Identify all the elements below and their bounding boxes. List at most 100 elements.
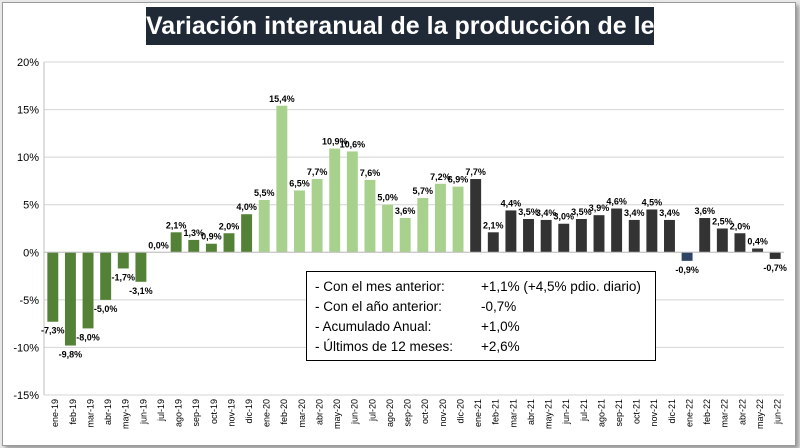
bar (329, 148, 341, 253)
x-tick-label: jun-19 (138, 399, 148, 425)
stats-value: -0,7% (481, 299, 517, 314)
bar (664, 219, 675, 253)
data-label: 2,1% (166, 220, 187, 230)
stats-label: - Últimos de 12 meses: (315, 339, 454, 354)
bar (100, 252, 112, 300)
data-label: 15,4% (269, 94, 295, 104)
data-label: 3,9% (589, 203, 610, 213)
data-label: 7,7% (465, 167, 486, 177)
bar (205, 243, 217, 253)
x-tick-label: abr-20 (314, 399, 324, 425)
x-tick-label: jul-19 (156, 399, 166, 422)
x-tick-label: abr-21 (526, 399, 536, 425)
bar (523, 218, 534, 253)
data-label: -8,0% (76, 332, 100, 342)
data-label: 2,1% (483, 220, 504, 230)
y-tick-label: 10% (17, 152, 39, 164)
bar (540, 219, 552, 253)
x-tick-label: abr-19 (103, 399, 113, 425)
x-tick-label: ene-22 (684, 399, 694, 427)
y-tick-label: 15% (17, 105, 39, 117)
x-tick-label: jul-21 (579, 399, 589, 422)
y-tick-label: -15% (13, 390, 39, 402)
x-tick-label: feb-20 (279, 399, 289, 425)
stats-value: +2,6% (481, 339, 520, 354)
x-tick-label: jul-20 (367, 399, 377, 422)
stats-value: +1,0% (481, 319, 520, 334)
data-label: 5,7% (413, 186, 434, 196)
x-tick-label: sep-19 (191, 399, 201, 427)
data-label: 4,4% (501, 198, 522, 208)
bar (769, 252, 781, 259)
data-label: 6,5% (289, 178, 310, 188)
x-tick-label: dic-19 (244, 399, 254, 424)
x-tick-label: may-19 (121, 399, 131, 429)
y-tick-label: 20% (17, 57, 39, 69)
x-tick-label: ago-20 (385, 399, 395, 427)
bar (135, 252, 147, 282)
x-tick-label: may-21 (544, 399, 554, 429)
y-tick-label: 0% (23, 247, 39, 259)
bar (170, 232, 182, 253)
x-tick-label: jun-21 (561, 399, 571, 425)
bar (505, 210, 517, 253)
stats-box: - Con el mes anterior: +1,1% (+4,5% pdio… (306, 271, 656, 361)
x-tick-label: jun-20 (350, 399, 360, 425)
x-tick-label: abr-22 (737, 399, 747, 425)
x-tick-label: mar-21 (508, 399, 518, 428)
data-label: -1,7% (112, 272, 136, 282)
bar (611, 208, 623, 253)
x-tick-label: feb-19 (68, 399, 78, 425)
stats-label: - Acumulado Anual: (315, 319, 432, 334)
bar (258, 199, 270, 253)
data-label: 7,7% (307, 167, 328, 177)
data-label: 3,5% (571, 207, 592, 217)
data-label: 4,5% (642, 197, 663, 207)
bar (628, 219, 640, 253)
bar (681, 252, 693, 261)
x-tick-label: nov-20 (438, 399, 448, 427)
x-tick-label: feb-22 (702, 399, 712, 425)
x-tick-label: jun-22 (773, 399, 783, 425)
bar (470, 179, 482, 253)
bar (364, 179, 376, 253)
data-label: 2,0% (730, 221, 751, 231)
x-tick-label: sep-21 (614, 399, 624, 427)
bar (188, 239, 200, 253)
bar (716, 228, 728, 253)
bar (223, 233, 235, 253)
bar (47, 252, 59, 322)
bar (417, 198, 429, 253)
data-label: -5,0% (94, 304, 118, 314)
bar (434, 183, 446, 253)
x-tick-label: nov-19 (226, 399, 236, 427)
data-label: 0,0% (148, 240, 169, 250)
x-tick-label: mar-19 (85, 399, 95, 428)
bar (311, 179, 323, 253)
bar (117, 252, 129, 269)
data-label: 3,4% (659, 208, 680, 218)
data-label: -0,9% (675, 265, 699, 275)
data-label: 7,6% (360, 168, 381, 178)
data-label: -9,8% (59, 350, 83, 360)
y-tick-label: -10% (13, 342, 39, 354)
data-label: 3,4% (536, 208, 557, 218)
data-label: 10,6% (340, 139, 366, 149)
x-tick-label: feb-21 (491, 399, 501, 425)
data-label: 5,0% (377, 193, 398, 203)
x-tick-label: ene-19 (50, 399, 60, 427)
x-tick-label: ago-19 (174, 399, 184, 427)
data-label: 2,5% (712, 217, 733, 227)
bar (399, 218, 411, 253)
stats-label: - Con el año anterior: (315, 299, 442, 314)
x-tick-label: nov-21 (649, 399, 659, 427)
bar (82, 252, 94, 329)
stats-value: +1,1% (+4,5% pdio. diario) (481, 279, 641, 294)
data-label: 10,9% (322, 137, 348, 147)
data-label: 0,4% (747, 236, 768, 246)
bar (294, 190, 305, 253)
x-tick-label: sep-20 (403, 399, 413, 427)
bar (752, 248, 764, 253)
x-tick-label: ene-21 (473, 399, 483, 427)
